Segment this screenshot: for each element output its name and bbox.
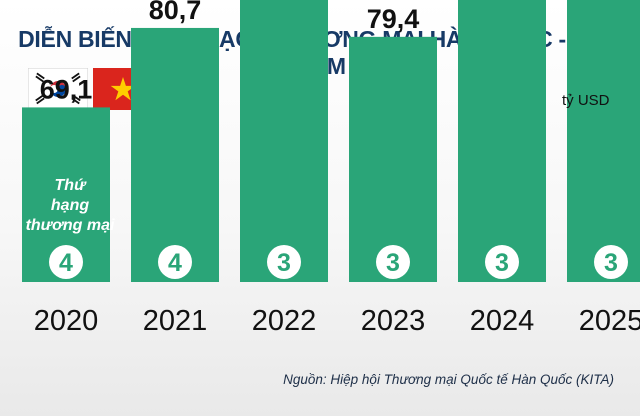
rank-value-2020: 4 <box>59 249 73 277</box>
rank-value-2025: 3 <box>604 249 618 277</box>
rank-value-2021: 4 <box>168 249 182 277</box>
rank-circle-2024 <box>485 245 519 279</box>
source-note: Nguồn: Hiệp hội Thương mại Quốc tế Hàn Q… <box>283 372 614 387</box>
x-tick-label-2022: 2022 <box>252 305 317 337</box>
x-tick-label-2020: 2020 <box>34 305 99 337</box>
x-tick-label-2021: 2021 <box>143 305 208 337</box>
value-label-2021: 80,7 <box>149 0 202 25</box>
south-korea-flag-icon <box>28 68 88 110</box>
rank-value-2022: 3 <box>277 249 291 277</box>
bar-2023 <box>349 36 437 282</box>
x-tick-label-2023: 2023 <box>361 305 426 337</box>
rank-circle-2022 <box>267 245 301 279</box>
bar-2021 <box>131 27 219 282</box>
value-label-2023: 79,4 <box>367 4 420 34</box>
rank-value-2024: 3 <box>495 249 509 277</box>
bar-2024 <box>458 0 546 282</box>
x-tick-label-2024: 2024 <box>470 305 535 337</box>
rank-label: Thứ hạng thương mại <box>25 177 115 234</box>
value-label-2020: 69,1 <box>40 74 93 104</box>
x-tick-label-2025: 2025 <box>579 305 640 337</box>
rank-value-2023: 3 <box>386 249 400 277</box>
rank-circle-2023 <box>376 245 410 279</box>
rank-circle-2020 <box>49 245 83 279</box>
rank-circle-2021 <box>158 245 192 279</box>
rank-circle-2025 <box>594 245 628 279</box>
bar-2022 <box>240 0 328 283</box>
bar-2025 <box>567 0 640 282</box>
unit-label: tỷ USD <box>562 92 610 109</box>
